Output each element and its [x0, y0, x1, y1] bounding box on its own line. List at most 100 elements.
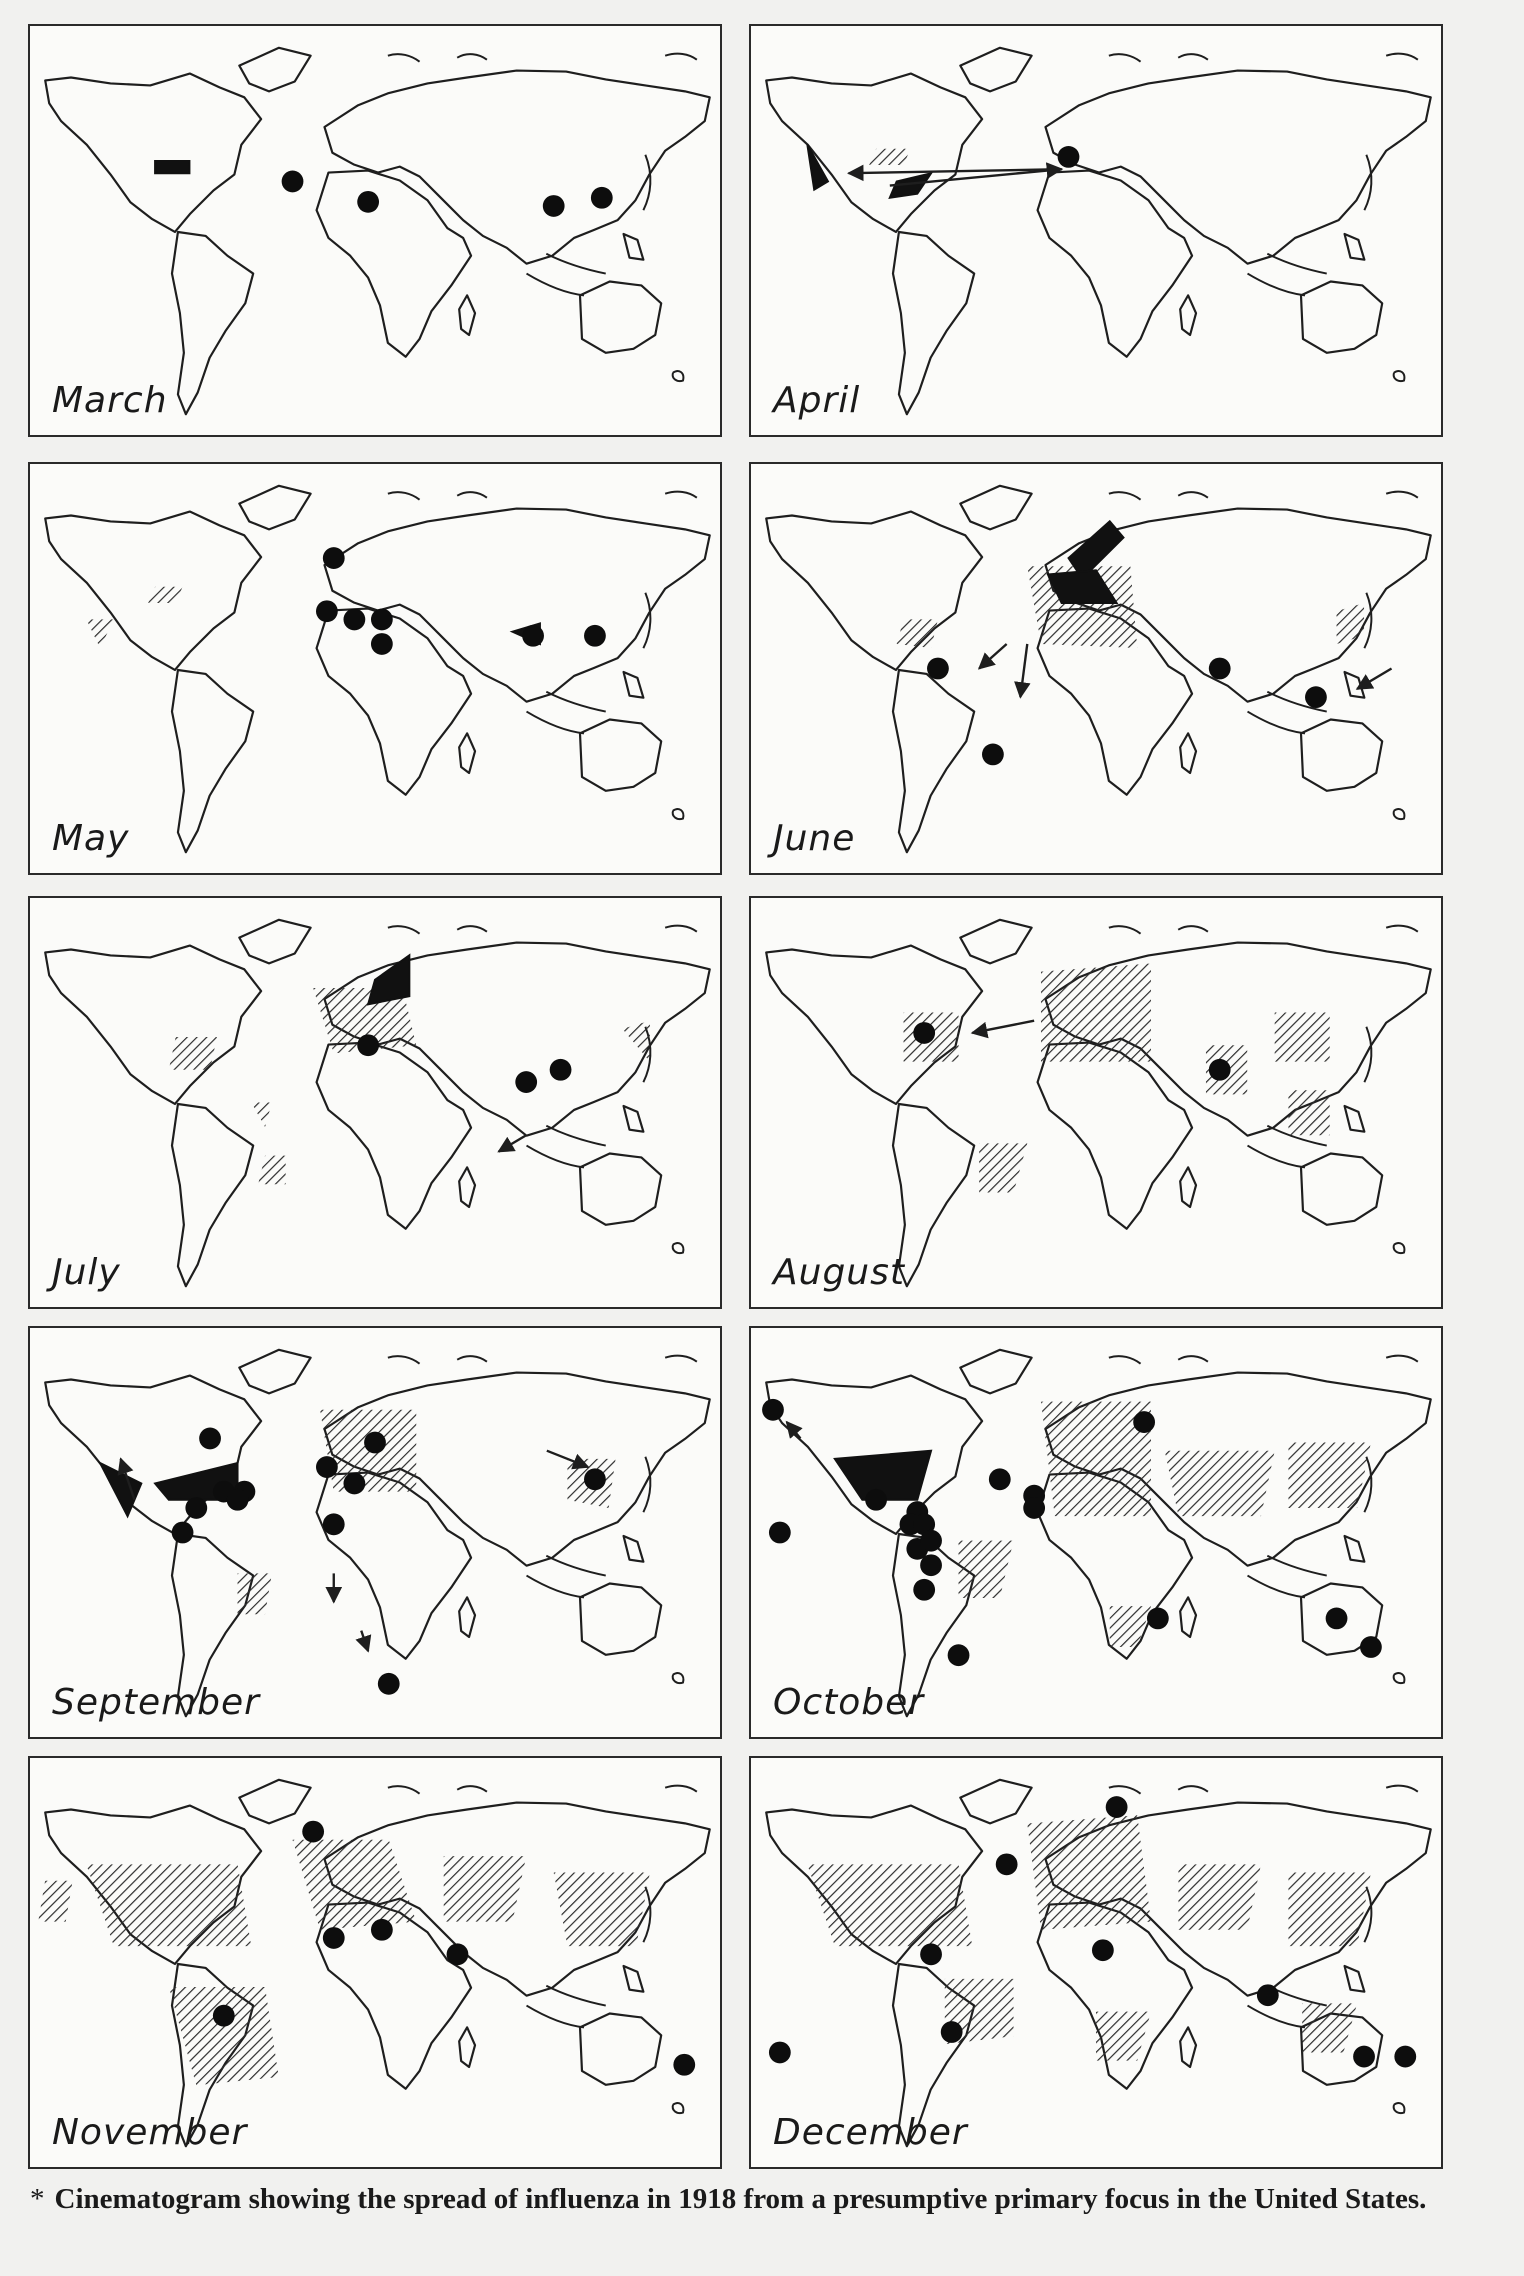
- landmass-outline: [891, 1102, 976, 1288]
- month-label: June: [773, 818, 856, 859]
- island-outline: [526, 1144, 585, 1169]
- outbreak-dot: [370, 608, 393, 631]
- outbreak-dot: [1208, 1058, 1231, 1081]
- island-outline: [642, 154, 652, 211]
- world-map: [765, 46, 1432, 416]
- month-label: July: [52, 1252, 121, 1293]
- outbreak-dot: [185, 1497, 208, 1519]
- landmass-outline: [1343, 670, 1366, 699]
- landmass-outline: [458, 294, 477, 337]
- world-map: [38, 1778, 711, 2148]
- island-outline: [1108, 53, 1142, 63]
- island-outline: [642, 592, 652, 649]
- landmass-outline: [1343, 1534, 1366, 1563]
- landmass-outline: [238, 46, 312, 93]
- landmass-outline: [959, 1348, 1033, 1395]
- landmass-outline: [891, 230, 976, 416]
- outbreak-dot: [370, 1918, 393, 1941]
- island-outline: [545, 1554, 606, 1577]
- map-panel-november: November: [28, 1756, 722, 2169]
- island-outline: [1247, 1144, 1306, 1169]
- island-outline: [664, 1354, 698, 1363]
- island-outline: [1385, 52, 1419, 61]
- landmass-outline: [315, 607, 473, 796]
- solid-region: [806, 144, 830, 192]
- map-panel-december: December: [749, 1756, 1443, 2169]
- hatched-region: [1302, 2003, 1358, 2053]
- world-map: [44, 1348, 711, 1718]
- island-outline: [642, 1886, 652, 1943]
- landmass-outline: [1044, 507, 1432, 703]
- landmass-outline: [238, 918, 312, 965]
- landmass-outline: [578, 1582, 663, 1656]
- map-panel-september: September: [28, 1326, 722, 1739]
- spread-arrow: [546, 1449, 590, 1470]
- outbreak-dot: [370, 633, 393, 655]
- landmass-outline: [959, 46, 1033, 93]
- map-panel-march: March: [28, 24, 722, 437]
- landmass-outline: [622, 1104, 645, 1133]
- island-outline: [456, 1355, 488, 1363]
- world-map: [765, 1778, 1432, 2148]
- month-label: September: [52, 1682, 260, 1723]
- caption-marker: *: [30, 2183, 45, 2215]
- island-outline: [1392, 370, 1406, 382]
- landmass-outline: [959, 918, 1033, 965]
- landmass-outline: [1299, 280, 1384, 354]
- island-outline: [1266, 1554, 1327, 1577]
- outbreak-dot: [515, 1071, 538, 1093]
- hatched-region: [869, 148, 911, 166]
- landmass-outline: [891, 1532, 976, 1718]
- island-outline: [387, 491, 421, 501]
- island-outline: [1177, 925, 1209, 933]
- outbreak-dot: [1394, 2045, 1417, 2068]
- landmass-outline: [170, 230, 255, 416]
- landmass-outline: [323, 69, 711, 265]
- spread-arrow: [846, 164, 1062, 182]
- landmass-outline: [578, 2012, 663, 2086]
- island-outline: [671, 1672, 685, 1684]
- world-map: [762, 1348, 1432, 1718]
- landmass-outline: [1299, 718, 1384, 792]
- month-label: October: [773, 1682, 925, 1723]
- island-outline: [456, 53, 488, 61]
- hatched-region: [86, 1864, 252, 1947]
- landmass-outline: [1179, 732, 1198, 775]
- hatched-region: [38, 1880, 73, 1922]
- hatched-region: [1178, 1864, 1261, 1930]
- island-outline: [545, 690, 606, 713]
- hatched-region: [251, 1102, 272, 1128]
- landmass-outline: [458, 1166, 477, 1209]
- world-map: [44, 46, 711, 416]
- outbreak-dot: [762, 1398, 784, 1421]
- island-outline: [1108, 1355, 1142, 1365]
- world-map: [44, 484, 711, 854]
- island-outline: [456, 491, 488, 499]
- hatched-region: [944, 1978, 1014, 2045]
- hatched-region: [1041, 963, 1151, 1062]
- landmass-outline: [1179, 1596, 1198, 1639]
- spread-arrow: [1014, 643, 1031, 699]
- landmass-outline: [1343, 232, 1366, 261]
- figure-caption: * Cinematogram showing the spread of infl…: [30, 2180, 1500, 2218]
- spread-arrow: [785, 1420, 803, 1440]
- outbreak-dot: [522, 624, 544, 647]
- landmass-outline: [1036, 1041, 1194, 1230]
- landmass-outline: [1299, 1152, 1384, 1226]
- island-outline: [545, 1984, 606, 2007]
- island-outline: [1363, 154, 1373, 211]
- island-outline: [1392, 1672, 1406, 1684]
- hatched-region: [1288, 1090, 1330, 1136]
- outbreak-dot: [1023, 1497, 1046, 1519]
- landmass-outline: [622, 1534, 645, 1563]
- landmass-outline: [458, 732, 477, 775]
- island-outline: [526, 710, 585, 735]
- map-panel-october: October: [749, 1326, 1443, 1739]
- outbreak-dot: [1256, 1984, 1279, 2007]
- landmass-outline: [891, 668, 976, 854]
- island-outline: [671, 370, 685, 382]
- outbreak-dot: [364, 1431, 386, 1454]
- island-outline: [1108, 1785, 1142, 1795]
- outbreak-dot: [920, 1554, 942, 1577]
- landmass-outline: [765, 72, 984, 234]
